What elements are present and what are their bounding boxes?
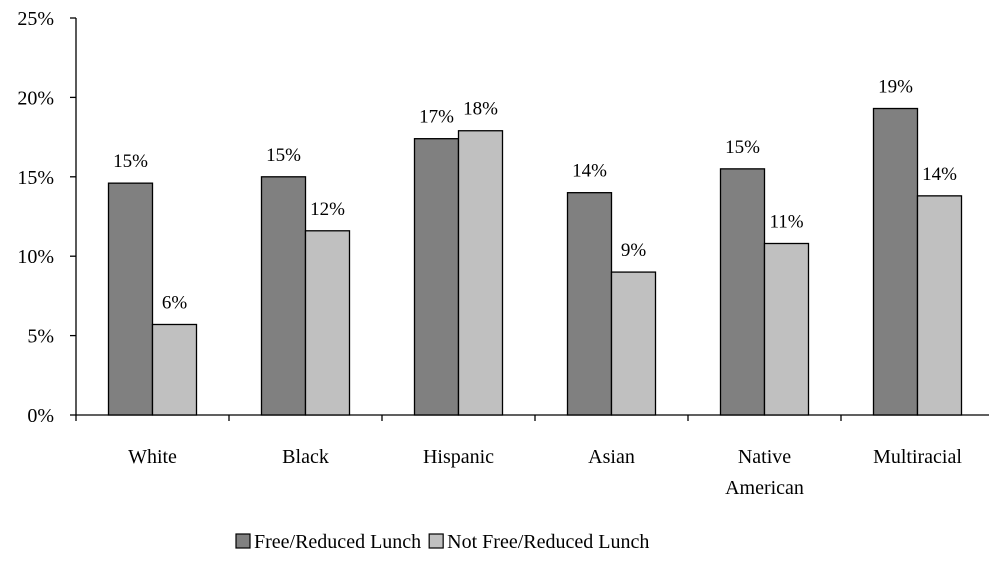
bar	[260, 176, 307, 416]
bar	[566, 192, 613, 416]
y-tick-label: 20%	[17, 87, 54, 109]
data-label: 15%	[266, 145, 301, 166]
bar	[610, 271, 657, 416]
bar	[304, 230, 351, 416]
data-label: 12%	[310, 199, 345, 220]
data-label: 9%	[621, 240, 647, 261]
bar	[413, 138, 460, 416]
data-label: 15%	[725, 137, 760, 158]
x-category-label: Black	[282, 446, 329, 468]
bar	[107, 182, 154, 416]
legend: Free/Reduced Lunch Not Free/Reduced Lunch	[235, 531, 649, 553]
y-tick-label: 10%	[17, 246, 54, 268]
data-label: 11%	[769, 211, 803, 232]
data-label: 17%	[419, 107, 454, 128]
data-label: 14%	[572, 161, 607, 182]
legend-swatch	[428, 533, 444, 549]
y-tick-label: 25%	[17, 8, 54, 30]
y-tick-label: 0%	[27, 405, 54, 427]
x-category-label-line: White	[128, 446, 177, 468]
bar	[916, 195, 963, 416]
data-label: 14%	[922, 164, 957, 185]
x-category-label-line: American	[725, 477, 804, 499]
x-category-label: Multiracial	[873, 446, 962, 468]
x-category-label: White	[128, 446, 177, 468]
x-category-label-line: Multiracial	[873, 446, 962, 468]
x-category-label: Hispanic	[423, 446, 494, 468]
bar	[872, 107, 919, 416]
x-category-label-line: Black	[282, 446, 329, 468]
x-category-label: Asian	[588, 446, 635, 468]
x-category-label-line: Hispanic	[423, 446, 494, 468]
data-label: 6%	[162, 292, 188, 313]
bar	[151, 323, 198, 416]
bar	[719, 168, 766, 416]
bar	[763, 242, 810, 416]
legend-swatch	[235, 533, 251, 549]
x-category-label-line: Asian	[588, 446, 635, 468]
x-category-label: Native American	[725, 446, 804, 499]
legend-label: Not Free/Reduced Lunch	[447, 531, 649, 553]
legend-label: Free/Reduced Lunch	[254, 531, 421, 553]
data-label: 18%	[463, 99, 498, 120]
x-category-label-line: Native	[738, 446, 791, 468]
y-tick-label: 15%	[17, 167, 54, 189]
axes: 0% 5% 10% 15% 20% 25% White Black Hispanic Asian N…	[17, 8, 989, 499]
data-label: 15%	[113, 151, 148, 172]
y-tick-label: 5%	[27, 326, 54, 348]
bars	[107, 107, 963, 416]
data-labels: 15% 15% 17% 14% 15% 19% 6% 12% 18% 9% 11% 14%	[113, 77, 957, 314]
data-label: 19%	[878, 77, 913, 98]
bar	[457, 130, 504, 416]
